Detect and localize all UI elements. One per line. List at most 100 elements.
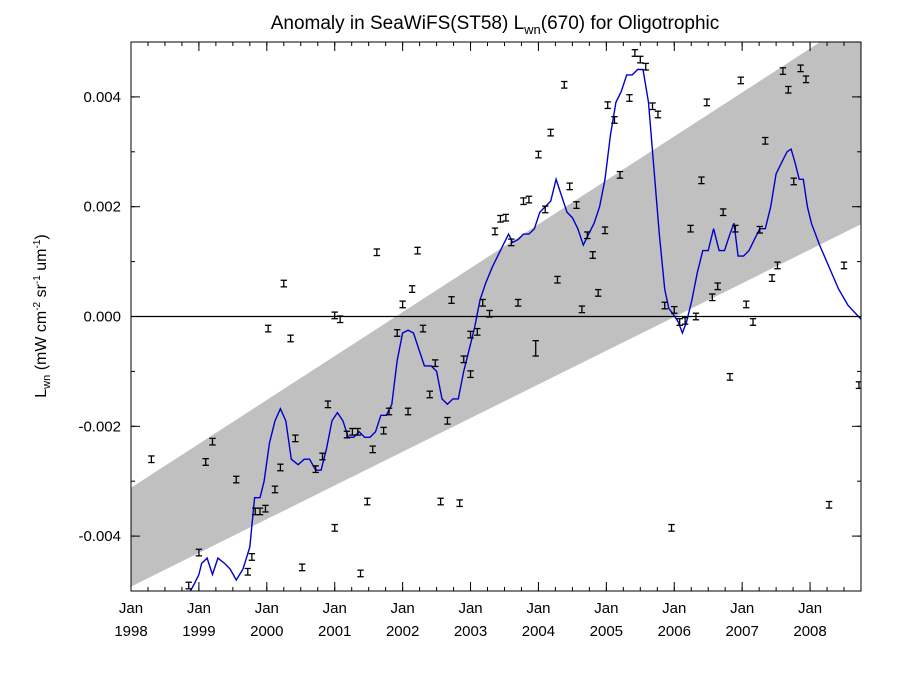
errorbar-point <box>354 427 362 436</box>
errorbar-point <box>726 372 734 381</box>
errorbar-point <box>292 434 299 443</box>
x-tick-label-month: Jan <box>458 600 482 617</box>
errorbar-point <box>790 177 797 186</box>
errorbar-point <box>414 246 421 255</box>
errorbar-point <box>349 427 356 436</box>
chart-title-main: Anomaly in SeaWiFS(ST58) L <box>271 13 524 34</box>
errorbar-point <box>312 465 319 474</box>
x-tick-label-year: 2008 <box>793 623 826 640</box>
errorbar-point <box>520 197 527 206</box>
errorbar-point <box>491 227 499 236</box>
errorbar-point <box>756 225 764 234</box>
y-axis-label-units-3: um <box>33 249 50 276</box>
y-axis-label-subscript: wn <box>41 375 53 390</box>
y-tick-label: -0.002 <box>78 418 121 435</box>
x-tick-label-month: Jan <box>255 600 279 617</box>
errorbar-point <box>785 85 792 94</box>
y-axis-label-base: L <box>33 389 50 398</box>
y-tick-label: 0.004 <box>83 89 121 106</box>
errorbar-point <box>248 553 256 561</box>
errorbar-point <box>444 416 451 425</box>
errorbar-point <box>797 64 804 73</box>
errorbar-point <box>668 523 675 532</box>
y-axis-label-sup-2: -1 <box>32 275 43 284</box>
errorbar-point <box>840 261 848 270</box>
x-tick-label-month: Jan <box>187 600 211 617</box>
errorbar-point <box>578 305 586 314</box>
errorbar-point <box>148 455 155 464</box>
errorbar-point <box>277 463 284 472</box>
errorbar-point <box>385 407 393 416</box>
errorbar-point <box>287 334 294 343</box>
errorbar-point <box>611 116 618 124</box>
errorbar-point <box>584 231 591 240</box>
series-line-smoothed <box>189 68 861 591</box>
x-tick-label-year: 2000 <box>250 623 283 640</box>
errorbar-point <box>209 437 216 446</box>
x-tick-label-year: 2007 <box>725 623 758 640</box>
errorbar-point <box>419 324 427 333</box>
errorbar-point <box>601 226 609 235</box>
chart-title: Anomaly in SeaWiFS(ST58) Lwn(670) for Ol… <box>271 13 720 37</box>
x-tick-label-month: Jan <box>526 600 550 617</box>
errorbar-point <box>743 300 750 309</box>
errorbar-point <box>687 224 694 233</box>
x-tick-label-month: Jan <box>730 600 754 617</box>
errorbar-point <box>732 224 739 233</box>
errorbar-point <box>437 497 444 506</box>
errorbar-point <box>514 298 522 307</box>
errorbar-point <box>298 563 306 572</box>
errorbar-point <box>535 150 542 159</box>
y-axis-label-sup-1: -2 <box>32 301 43 310</box>
errorbar-point <box>692 312 700 321</box>
x-tick-label-year: 2004 <box>522 623 555 640</box>
errorbar-point <box>426 390 433 399</box>
errorbar-point <box>264 324 272 333</box>
errorbar-point <box>408 285 416 293</box>
errorbar-point <box>336 315 344 324</box>
errorbar-point <box>802 75 810 84</box>
errorbar-point <box>554 275 561 284</box>
errorbar-point <box>676 318 683 326</box>
errorbar-point <box>631 49 639 57</box>
errorbar-point <box>432 359 439 368</box>
errorbar-point <box>626 94 633 102</box>
errorbar-point <box>233 475 240 484</box>
errorbar-point <box>855 381 861 390</box>
errorbar-point <box>393 329 401 337</box>
errorbar-point <box>825 500 833 509</box>
errorbar-point <box>456 499 463 508</box>
errorbar-point <box>561 80 568 89</box>
x-tick-label-year: 2001 <box>318 623 351 640</box>
y-axis-label: Lwn (mW cm-2 sr-1 um-1) <box>32 234 53 397</box>
y-axis-label-sup-3: -1 <box>32 239 43 248</box>
errorbar-point <box>768 274 776 283</box>
errorbar-point <box>532 340 539 357</box>
errorbar-point <box>709 293 716 302</box>
errorbar-point <box>460 355 467 364</box>
errorbar-point <box>508 238 515 247</box>
errorbar-point <box>774 261 781 270</box>
errorbar-point <box>779 67 787 76</box>
errorbar-point <box>573 201 580 209</box>
errorbar-point <box>502 213 510 222</box>
y-axis-label-units-2: sr <box>33 283 50 301</box>
x-tick-label-month: Jan <box>391 600 415 617</box>
errorbar-point <box>195 548 203 557</box>
errorbar-point <box>661 301 668 310</box>
errorbar-point <box>364 497 371 506</box>
axes: -0.004 -0.002 0.000 0.002 0.004 Jan 1998 Jan 199… <box>78 41 862 640</box>
errorbar-point <box>271 485 279 494</box>
errorbar-point <box>343 430 351 439</box>
errorbar-point <box>479 298 486 307</box>
errorbar-point <box>616 170 624 179</box>
errorbar-point <box>467 330 474 339</box>
errorbar-point <box>280 279 287 288</box>
errorbar-point <box>331 523 338 532</box>
y-axis-label-units: (mW cm <box>33 311 50 375</box>
x-tick-label-month: Jan <box>323 600 347 617</box>
plot-area <box>131 42 861 591</box>
errorbar-point <box>542 205 549 214</box>
x-tick-label-month: Jan <box>594 600 618 617</box>
